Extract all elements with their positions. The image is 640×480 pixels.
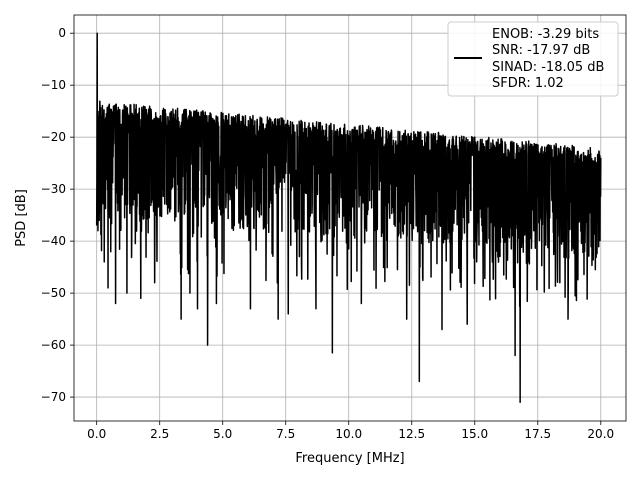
- legend-sfdr: SFDR: 1.02: [492, 76, 564, 91]
- y-axis-ticks: 0 −10 −20 −30 −40 −50 −60 −70: [41, 26, 74, 404]
- x-tick-label: 2.5: [150, 427, 169, 441]
- x-tick-label: 12.5: [398, 427, 425, 441]
- y-tick-label: −40: [41, 234, 66, 248]
- legend-box: [447, 21, 619, 97]
- legend-enob: ENOB: -3.29 bits: [492, 27, 599, 42]
- x-tick-label: 10.0: [335, 427, 362, 441]
- psd-trace: [95, 32, 602, 404]
- y-axis-label: PSD [dB]: [14, 189, 29, 247]
- legend-sinad: SINAD: -18.05 dB: [492, 60, 604, 75]
- legend-snr: SNR: -17.97 dB: [492, 43, 590, 58]
- x-tick-label: 0.0: [87, 427, 106, 441]
- y-tick-label: −10: [41, 78, 66, 92]
- x-axis-label: Frequency [MHz]: [295, 451, 404, 466]
- x-tick-label: 15.0: [461, 427, 488, 441]
- y-tick-label: −70: [41, 390, 66, 404]
- y-tick-label: −50: [41, 286, 66, 300]
- x-tick-label: 20.0: [587, 427, 614, 441]
- y-tick-label: −30: [41, 182, 66, 196]
- x-tick-label: 7.5: [276, 427, 295, 441]
- x-tick-label: 5.0: [213, 427, 232, 441]
- y-tick-label: 0: [58, 26, 66, 40]
- x-tick-label: 17.5: [524, 427, 551, 441]
- y-tick-label: −20: [41, 130, 66, 144]
- legend: ENOB: -3.29 bits SNR: -17.97 dB SINAD: -…: [447, 21, 619, 97]
- plot-frame: [73, 14, 627, 422]
- x-axis-ticks: 0.0 2.5 5.0 7.5 10.0 12.5 15.0 17.5 20.0: [87, 421, 614, 441]
- y-tick-label: −60: [41, 338, 66, 352]
- psd-series-line: [95, 32, 602, 404]
